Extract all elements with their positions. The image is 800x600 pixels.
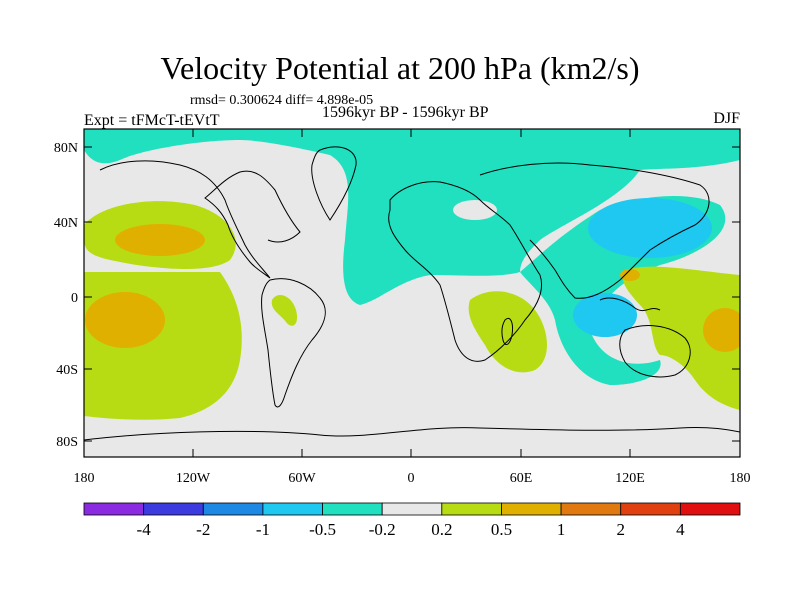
- colorbar-swatch: [262, 502, 323, 516]
- colorbar-swatch: [202, 502, 264, 516]
- experiment-label: Expt = tFMcT-tEVtT: [84, 112, 220, 129]
- lat-label: 40S: [56, 363, 78, 378]
- positive-anomaly-africa: [468, 291, 548, 373]
- strong-positive-south-pacific: [85, 292, 165, 348]
- neutral-island: [453, 200, 497, 220]
- chart-title: Velocity Potential at 200 hPa (km2/s): [160, 50, 640, 86]
- colorbar: -4 -2 -1 -0.5 -0.2 0.2 0.5 1 2 4: [83, 502, 741, 539]
- strong-positive-west-pacific: [703, 308, 740, 352]
- period-label: 1596kyr BP - 1596kyr BP: [322, 104, 489, 121]
- positive-anomaly-south-america: [271, 295, 298, 326]
- positive-anomaly-south-pacific: [84, 272, 242, 420]
- season-label: DJF: [713, 110, 740, 127]
- colorbar-swatch: [322, 502, 383, 516]
- map-field: [84, 129, 740, 457]
- lon-label: 120E: [615, 471, 645, 486]
- colorbar-label: -4: [137, 520, 152, 539]
- stats-label: rmsd= 0.300624 diff= 4.898e-05: [190, 93, 374, 108]
- lon-label: 0: [408, 471, 415, 486]
- plot-frame: [83, 128, 741, 458]
- colorbar-swatch: [143, 502, 204, 516]
- colorbar-swatch: [501, 502, 562, 516]
- colorbar-swatch: [381, 502, 443, 516]
- negative-anomaly-north: [84, 129, 740, 305]
- lon-label: 60W: [288, 471, 316, 486]
- lat-label: 80N: [54, 141, 78, 156]
- latitude-axis: 80N 40N 0 40S 80S: [54, 141, 740, 450]
- colorbar-label: -0.5: [309, 520, 336, 539]
- colorbar-label: -1: [256, 520, 270, 539]
- colorbar-label: -0.2: [369, 520, 396, 539]
- strong-negative-indian: [573, 293, 637, 337]
- lon-label: 180: [74, 471, 95, 486]
- coastlines: [84, 146, 740, 441]
- strong-negative-asia: [588, 198, 712, 258]
- lon-label: 120W: [176, 471, 211, 486]
- colorbar-label: 0.5: [491, 520, 512, 539]
- colorbar-swatch: [679, 502, 741, 516]
- strong-positive-north-pacific: [115, 224, 205, 256]
- lat-label: 80S: [56, 435, 78, 450]
- positive-anomaly-west-pacific: [622, 266, 740, 410]
- colorbar-swatch: [83, 502, 145, 516]
- colorbar-swatch: [560, 502, 622, 516]
- colorbar-swatch: [620, 502, 681, 516]
- colorbar-label: -2: [196, 520, 210, 539]
- lon-label: 60E: [510, 471, 533, 486]
- longitude-axis: 180 120W 60W 0 60E 120E 180: [74, 129, 751, 486]
- colorbar-swatch: [441, 502, 502, 516]
- lat-label: 40N: [54, 216, 78, 231]
- lon-label: 180: [730, 471, 751, 486]
- colorbar-label: 1: [557, 520, 566, 539]
- colorbar-label: 0.2: [431, 520, 452, 539]
- colorbar-label: 2: [616, 520, 625, 539]
- strong-positive-philippines: [620, 269, 640, 281]
- lat-label: 0: [71, 291, 78, 306]
- colorbar-label: 4: [676, 520, 685, 539]
